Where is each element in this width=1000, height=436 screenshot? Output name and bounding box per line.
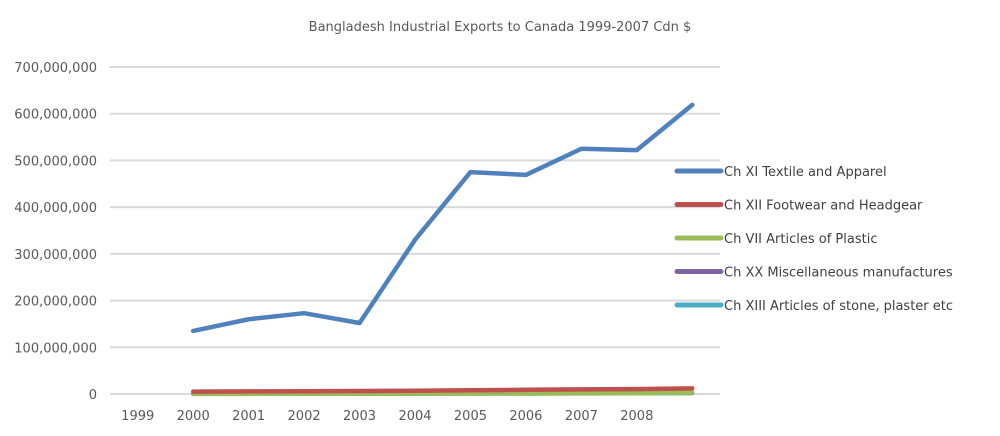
x-tick-label: 2000	[177, 409, 210, 424]
legend-label: Ch XII Footwear and Headgear	[724, 199, 923, 214]
chart-title: Bangladesh Industrial Exports to Canada …	[309, 20, 692, 35]
y-tick-label: 0	[89, 388, 97, 403]
series-line	[190, 102, 695, 334]
legend-label: Ch XX Miscellaneous manufactures	[724, 266, 953, 281]
x-tick-label: 2003	[343, 409, 376, 424]
series-line	[190, 386, 695, 394]
x-tick-label: 2002	[288, 409, 321, 424]
x-tick-label: 2007	[565, 409, 598, 424]
x-tick-label: 2005	[454, 409, 487, 424]
legend-label: Ch XIII Articles of stone, plaster etc	[724, 299, 953, 314]
y-tick-label: 500,000,000	[14, 154, 97, 169]
y-tick-label: 400,000,000	[14, 201, 97, 216]
legend-label: Ch VII Articles of Plastic	[724, 232, 877, 247]
y-tick-label: 700,000,000	[14, 61, 97, 76]
y-tick-label: 100,000,000	[14, 341, 97, 356]
x-tick-label: 2004	[398, 409, 431, 424]
x-tick-label: 2001	[232, 409, 265, 424]
series-line	[190, 390, 695, 397]
x-tick-label: 1999	[121, 409, 154, 424]
y-tick-label: 300,000,000	[14, 248, 97, 263]
y-tick-label: 200,000,000	[14, 295, 97, 310]
x-tick-label: 2008	[620, 409, 653, 424]
y-tick-label: 600,000,000	[14, 108, 97, 123]
legend-label: Ch XI Textile and Apparel	[724, 165, 887, 180]
x-tick-label: 2006	[509, 409, 542, 424]
